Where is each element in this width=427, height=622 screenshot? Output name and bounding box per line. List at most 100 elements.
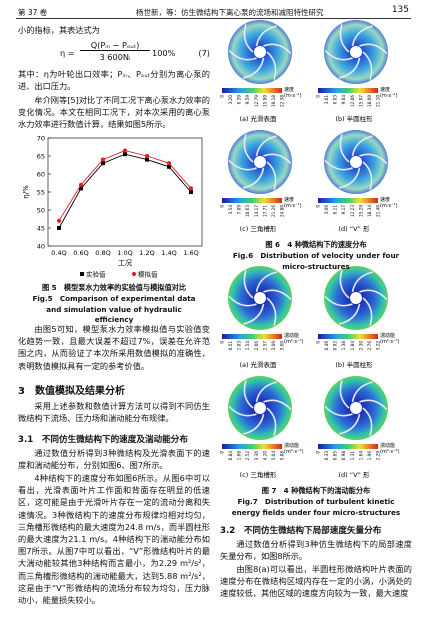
colorbar-unit: 湍动能(m²·s⁻²) [284,332,304,345]
colorbar-tick: 0.98 [341,451,346,461]
blade [242,167,265,189]
colorbar-tick: 3.36 [254,451,259,461]
unit-line: 速度 [284,196,294,203]
colorbar-tick: 3.20 [228,95,233,105]
colorbar-tick: 12.06 [350,95,355,107]
blade [351,135,374,157]
colorbar-tick: 0 [316,451,321,454]
colorbar-tick: 0.65 [333,451,338,461]
panel-label: (a) 光滑表面 [239,360,277,369]
colorbar-tick: 0 [316,95,321,98]
colorbar-tick: 4.20 [262,451,267,461]
y-tick-label: 40 [37,243,45,251]
paragraph: 由图8(a)可以看出，半圆柱形微结构叶片表面的速度分布在微结构区域内存在一定的小… [220,564,412,599]
panel-label: (d) “V” 形 [338,471,370,479]
unit-line: 速度 [380,196,390,203]
contour-panel: 0 0.33 0.65 0.98 1.31 1.64 1.96 2.29湍动能(m²·s⁻²)… [316,376,400,479]
marker [166,161,172,166]
colorbar [222,198,282,203]
colorbar-tick: 21.10 [376,95,381,107]
colorbar-tick: 2.06 [254,341,259,351]
figure-caption: 图 6 4 种微结构下的速度分布 [265,240,367,249]
section-heading: 3 数值模拟及结果分析 [18,386,125,397]
marker [188,186,194,191]
colorbar-tick: 3.54 [228,205,233,215]
paragraph: 其中：η为叶轮出口效率；Pᵢₙ、Pₒᵤₜ分别为离心泵的进、出口压力。 [18,69,210,92]
blade [242,413,265,435]
unit-line: 速度 [284,86,294,93]
unit-line: (m·s⁻¹) [284,93,302,99]
blade [266,51,277,80]
blade [338,57,361,79]
unit-line: 速度 [380,86,390,93]
blade [351,381,374,403]
colorbar-unit: 速度(m·s⁻¹) [380,196,398,209]
colorbar-tick: 3.01 [324,95,329,105]
blade [263,43,292,55]
x-tick-label: 0.8Q [95,249,110,257]
eq-lhs: η = [60,48,75,58]
colorbar-tick: 7.09 [237,205,242,215]
blade [228,49,257,61]
colorbar-tick: 2.29 [376,451,381,461]
colorbar-tick: 1.31 [350,451,355,461]
colorbar-unit: 速度(m·s⁻¹) [284,196,302,209]
colorbar-tick: 12.79 [254,95,259,107]
hub [350,156,362,168]
colorbar-tick: 12.23 [350,205,355,217]
colorbar-tick: 24.80 [280,205,285,217]
x-tick-label: 1.2Q [139,249,154,257]
paragraph: 通过数值分析得到3种仿生微结构下的局部速度矢量分布，如图8所示。 [220,539,412,562]
x-tick-label: 1.0Q [117,249,132,257]
blade [359,43,388,55]
volume: 第 37 卷 [18,8,48,17]
blade [324,405,353,417]
colorbar-tick: 10.63 [245,205,250,217]
colorbar-tick: 18.34 [367,205,372,217]
figure-caption-en: Fig.5 Comparison of experimental data an… [32,294,196,324]
blade [351,25,374,47]
colorbar-tick: 3.09 [271,341,276,351]
paragraph: 小的指标，其表达式为 [18,25,100,35]
colorbar-tick: 2.52 [245,451,250,461]
marker [56,218,62,223]
marker [100,157,106,162]
colorbar [222,444,282,449]
paragraph: 采用上述参数和数值计算方法可以得到不同仿生微结构下流场、压力场和湍动能分布规律。 [18,401,210,424]
colorbar-tick: 15.99 [262,95,267,107]
eq-suffix: 100% [152,48,176,58]
colorbar-tick: 1.03 [237,341,242,351]
contour-panel: 0 3.06 6.11 9.17 12.23 15.29 18.34 21.40速度(m·s⁻… [316,130,398,233]
y-tick-label: 55 [37,189,45,197]
marker [144,153,150,159]
colorbar-tick: 3.22 [376,341,381,351]
y-tick-label: 60 [37,171,45,179]
blade [266,297,277,326]
unit-line: (m²·s⁻²) [380,339,400,345]
blade [243,134,254,163]
panel-label: (b) 半圆柱形 [335,360,373,369]
figure-caption: 图 7 4 种微结构下的湍动能分布 [261,486,371,495]
figure-caption: 图 5 模型泵水力效率的实验值与模拟值对比 [41,283,187,292]
colorbar-tick: 3.60 [280,341,285,351]
blade [263,399,292,411]
chart: 40 45 50 55 60 65 70 η/% 0.4Q 0.6Q 0.8Q 1.0Q 1.2Q 1.4… [22,135,203,279]
panel-label: (b) 半圆柱形 [335,114,373,123]
marker [145,157,149,162]
colorbar-tick: 1.96 [367,451,372,461]
y-tick-label: 45 [37,225,45,233]
colorbar-tick: 14.17 [254,205,259,217]
blade [339,380,350,409]
paragraph: 通过数值分析得到3种微结构及光滑表面下的速度和湍动能分布，分别如图6、图7所示。 [18,448,210,471]
blade [242,57,265,79]
x-tick-label: 0.6Q [73,249,88,257]
colorbar-tick: 0 [220,451,225,454]
colorbar-tick: 0.51 [228,341,233,351]
colorbar-tick: 1.64 [358,451,363,461]
blade [362,161,373,190]
series-line [58,150,192,222]
unit-line: 湍动能 [284,332,299,339]
unit-line: 湍动能 [380,332,395,339]
blade [351,271,374,293]
